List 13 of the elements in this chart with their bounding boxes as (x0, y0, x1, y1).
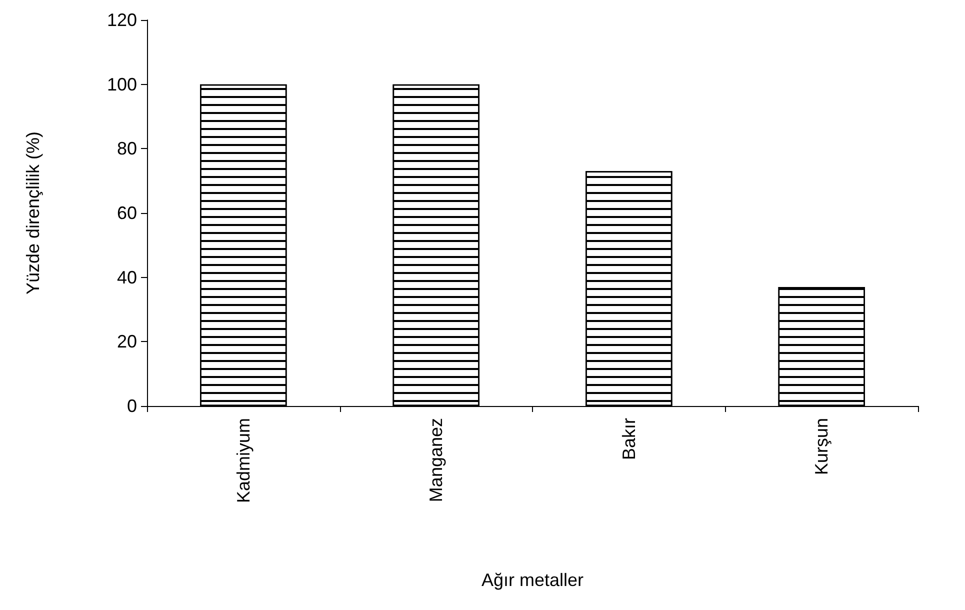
y-tick-label: 60 (116, 203, 137, 223)
x-tick-label: Kurşun (812, 418, 832, 476)
x-tick-label: Bakır (618, 418, 639, 460)
x-tick-label: Kadmiyum (233, 418, 254, 504)
y-axis-title: Yüzde dirençlilik (%) (23, 131, 43, 295)
y-tick-label: 100 (106, 74, 137, 94)
y-tick-label: 120 (106, 10, 137, 30)
y-tick-label: 20 (116, 332, 137, 352)
x-axis-title: Ağır metaller (481, 570, 584, 590)
y-tick-label: 80 (116, 138, 137, 159)
y-tick-label: 0 (126, 396, 137, 416)
y-tick-label: 40 (116, 267, 137, 288)
x-tick-label: Manganez (426, 418, 446, 502)
